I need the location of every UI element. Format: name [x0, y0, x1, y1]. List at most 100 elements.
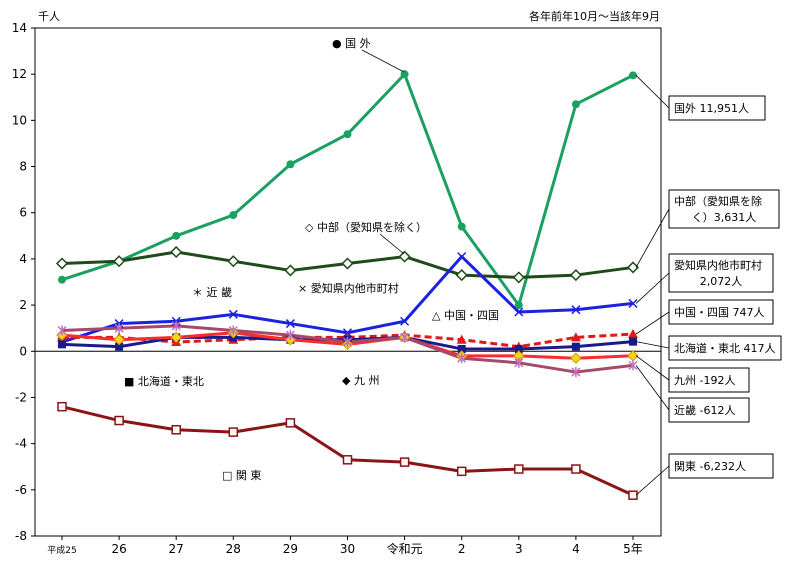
data-point-hokkaido: [629, 337, 637, 346]
series-label-chubu: ◇ 中部（愛知県を除く）: [305, 220, 427, 234]
data-point-kinki: [628, 360, 638, 371]
y-tick-label: -2: [15, 390, 27, 404]
leader-chugoku: [635, 311, 670, 335]
x-tick-label: 3: [515, 542, 523, 556]
data-point-chubu: [569, 269, 582, 282]
series-label-kyushu: ◆ 九 州: [342, 374, 379, 387]
y-tick-label: 0: [19, 344, 27, 358]
data-point-kinki: [342, 337, 353, 348]
data-point-chubu: [113, 255, 126, 268]
x-tick-label: 26: [111, 542, 126, 556]
y-tick-label: 12: [12, 67, 27, 81]
end-note-kokugai: 国外 11,951人: [674, 102, 749, 115]
data-point-chubu: [455, 269, 468, 282]
leader-kokugai: [361, 49, 405, 73]
data-point-aichi: [228, 309, 238, 319]
end-note-aichi: 愛知県内他市町村 2,072人: [674, 258, 762, 288]
end-note-hokkaido: 北海道・東北 417人: [674, 341, 776, 355]
data-point-kinki: [571, 367, 581, 378]
data-point-kinki: [457, 353, 467, 364]
data-point-chugoku: [456, 334, 467, 344]
x-tick-label: 5年: [623, 542, 643, 556]
data-point-kinki: [114, 323, 124, 334]
data-point-kinki: [171, 320, 181, 331]
data-point-aichi: [571, 305, 581, 315]
leader-chubu: [379, 233, 405, 255]
data-point-kanto: [114, 415, 124, 426]
data-point-chubu: [170, 245, 183, 259]
data-point-kanto: [57, 401, 67, 412]
data-point-aichi: [628, 298, 638, 308]
data-point-chugoku: [570, 332, 581, 342]
data-point-kanto: [514, 464, 524, 474]
end-note-box-chubu: [668, 189, 780, 229]
data-point-hokkaido: [115, 342, 124, 351]
data-point-chubu: [227, 255, 240, 268]
series-label-aichi: × 愛知県内他市町村: [298, 281, 399, 295]
data-point-hokkaido: [58, 340, 66, 349]
data-point-kokugai: [229, 211, 238, 220]
data-point-aichi: [514, 307, 524, 317]
leader-kinki: [635, 365, 670, 411]
leader-hokkaido: [635, 341, 670, 349]
end-note-box-kokugai: [668, 95, 766, 121]
x-tick-label: 30: [340, 542, 355, 556]
data-point-kinki: [57, 325, 67, 336]
leader-kokugai: [635, 75, 670, 109]
data-point-kokugai: [58, 275, 66, 284]
data-point-aichi: [400, 316, 410, 326]
series-line-kanto: [61, 405, 634, 497]
data-point-kokugai: [571, 100, 580, 109]
x-tick-label: 29: [283, 542, 298, 556]
y-tick-label: -6: [15, 483, 27, 497]
data-point-kinki: [228, 325, 238, 336]
end-note-box-aichi: [668, 253, 774, 293]
series-line-chugoku: [62, 332, 634, 349]
data-point-kanto: [342, 455, 353, 465]
y-tick-label: 10: [12, 113, 27, 127]
end-note-kyushu: 九州 -192人: [674, 374, 735, 387]
data-point-kokugai: [457, 222, 466, 231]
data-point-aichi: [285, 319, 295, 329]
series-line-kokugai: [61, 72, 634, 307]
y-tick-label: 6: [19, 206, 27, 220]
series-label-hokkaido: ■ 北海道・東北: [124, 374, 204, 388]
data-point-kanto: [228, 427, 239, 437]
y-tick-label: 4: [19, 252, 27, 266]
y-tick-label: 2: [19, 298, 27, 312]
data-point-kokugai: [629, 71, 637, 80]
data-point-aichi: [457, 252, 467, 262]
data-point-kanto: [571, 464, 581, 474]
y-tick-label: 8: [19, 160, 27, 174]
leader-kanto: [635, 465, 670, 496]
y-tick-label: -4: [15, 437, 27, 451]
data-point-kanto: [171, 425, 181, 435]
y-axis-unit-label: 千人: [38, 10, 60, 23]
data-point-kokugai: [172, 231, 181, 240]
data-point-kyushu: [570, 352, 582, 364]
end-note-box-kinki: [668, 397, 750, 423]
x-tick-label: 令和元: [387, 541, 423, 556]
x-tick-label: 2: [458, 542, 466, 556]
data-point-chubu: [398, 250, 411, 263]
series-label-kanto: □ 関 東: [222, 469, 261, 482]
data-point-kokugai: [514, 301, 523, 310]
end-note-box-kyushu: [668, 367, 750, 393]
data-point-kanto: [399, 457, 410, 467]
end-note-chugoku: 中国・四国 747人: [674, 306, 765, 319]
data-point-chubu: [626, 261, 640, 274]
data-point-chubu: [341, 257, 354, 270]
leader-kyushu: [635, 355, 670, 381]
period-note: 各年前年10月～当該年9月: [529, 9, 660, 23]
end-note-box-kanto: [668, 453, 774, 479]
y-tick-label: -8: [15, 529, 27, 543]
data-point-chugoku: [628, 329, 638, 339]
data-point-kyushu: [170, 331, 182, 344]
leader-aichi: [635, 272, 670, 304]
data-point-kanto: [285, 418, 296, 428]
data-point-kanto: [628, 490, 638, 500]
data-point-hokkaido: [457, 344, 466, 353]
end-note-box-hokkaido: [668, 335, 782, 361]
x-tick-label: 27: [169, 542, 184, 556]
